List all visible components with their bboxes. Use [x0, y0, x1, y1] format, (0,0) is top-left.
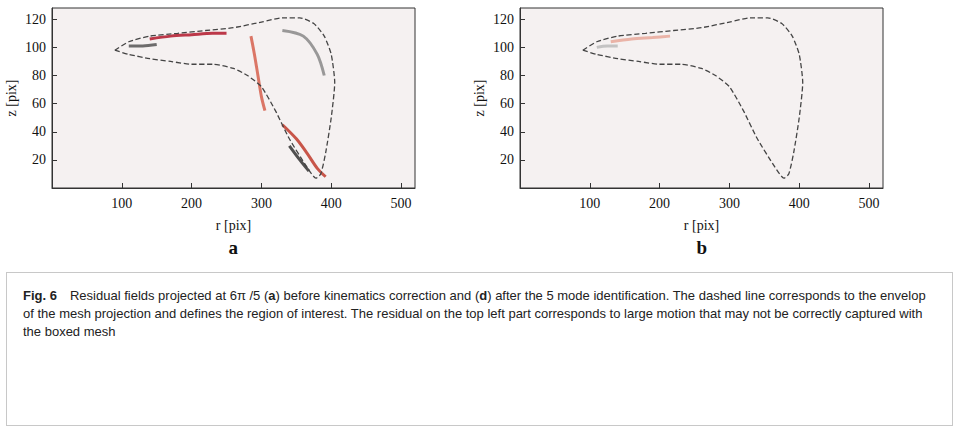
svg-text:z [pix]: z [pix] [4, 80, 19, 117]
svg-text:z [pix]: z [pix] [472, 80, 487, 117]
html-text:Residual fields projected at 6: Residual fields projected at 6π /5 (a) b… [23, 288, 926, 339]
svg-text:500: 500 [391, 196, 412, 211]
svg-text:40: 40 [500, 124, 514, 139]
svg-text:20: 20 [32, 152, 46, 167]
html-text:Fig. 6: Fig. 6 [23, 288, 57, 303]
svg-text:60: 60 [500, 96, 514, 111]
svg-text:80: 80 [32, 68, 46, 83]
svg-text:100: 100 [579, 196, 600, 211]
svg-text:300: 300 [251, 196, 272, 211]
svg-text:100: 100 [493, 40, 514, 55]
svg-text:60: 60 [32, 96, 46, 111]
svg-text:r [pix]: r [pix] [216, 218, 251, 233]
svg-text:80: 80 [500, 68, 514, 83]
svg-text:200: 200 [649, 196, 670, 211]
svg-text:200: 200 [181, 196, 202, 211]
svg-text:300: 300 [719, 196, 740, 211]
svg-text:400: 400 [789, 196, 810, 211]
svg-text:500: 500 [859, 196, 880, 211]
svg-text:100: 100 [111, 196, 132, 211]
svg-text:40: 40 [32, 124, 46, 139]
svg-text:b: b [697, 237, 708, 258]
svg-text:a: a [229, 237, 239, 258]
svg-text:400: 400 [321, 196, 342, 211]
svg-text:100: 100 [25, 40, 46, 55]
svg-text:r [pix]: r [pix] [684, 218, 719, 233]
svg-text:20: 20 [500, 152, 514, 167]
svg-text:120: 120 [493, 12, 514, 27]
svg-text:120: 120 [25, 12, 46, 27]
